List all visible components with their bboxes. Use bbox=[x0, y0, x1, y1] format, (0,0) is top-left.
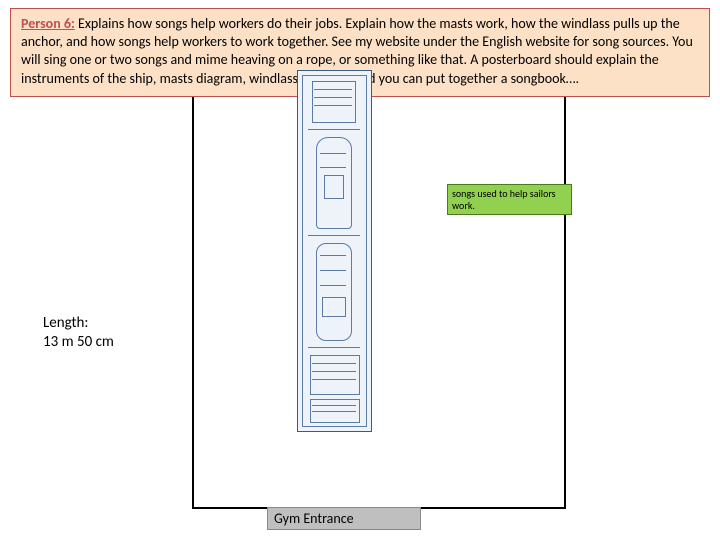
green-note-text: songs used to help sailors work. bbox=[452, 187, 556, 212]
gym-entrance-label: Gym Entrance bbox=[267, 507, 421, 530]
main-outline-box bbox=[192, 65, 566, 509]
green-note: songs used to help sailors work. bbox=[447, 184, 572, 215]
length-label: Length: 13 m 50 cm bbox=[43, 295, 114, 351]
gym-entrance-text: Gym Entrance bbox=[274, 510, 354, 527]
length-text: Length: 13 m 50 cm bbox=[43, 314, 114, 351]
ship-blueprint bbox=[297, 70, 372, 432]
person-label: Person 6: bbox=[21, 15, 75, 32]
